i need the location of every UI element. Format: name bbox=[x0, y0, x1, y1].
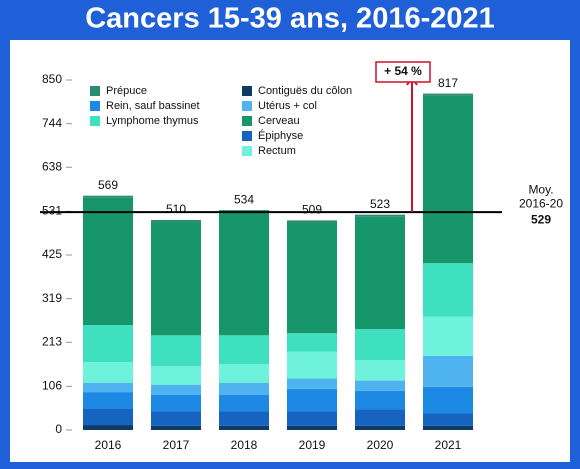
x-tick-label: 2016 bbox=[95, 438, 122, 452]
bar-segment bbox=[423, 425, 473, 430]
y-tick-label: 638 bbox=[42, 159, 62, 173]
bar-segment bbox=[423, 316, 473, 356]
y-tick-label: 425 bbox=[42, 247, 62, 261]
legend-swatch bbox=[242, 101, 252, 111]
bar-segment bbox=[219, 364, 269, 383]
mean-label: Moy. bbox=[528, 182, 553, 196]
bar-segment bbox=[151, 222, 201, 336]
mean-value: 529 bbox=[531, 212, 551, 226]
bar-segment bbox=[287, 378, 337, 389]
bar-segment bbox=[83, 425, 133, 430]
bar-segment bbox=[355, 390, 405, 410]
bar-segment bbox=[83, 408, 133, 426]
bar-segment bbox=[355, 380, 405, 391]
y-tick-label: 850 bbox=[42, 72, 62, 86]
legend-label: Épiphyse bbox=[258, 129, 303, 142]
bar-segment bbox=[83, 382, 133, 393]
legend-label: Cerveau bbox=[258, 115, 300, 127]
bar-segment bbox=[151, 395, 201, 412]
bar-segment bbox=[83, 197, 133, 325]
bar-segment bbox=[423, 355, 473, 387]
x-tick-label: 2021 bbox=[435, 438, 462, 452]
bar-segment bbox=[423, 413, 473, 426]
legend-label: Prépuce bbox=[106, 85, 147, 97]
total-label: 509 bbox=[302, 203, 322, 217]
bar-segment bbox=[151, 425, 201, 430]
x-tick-label: 2018 bbox=[231, 438, 258, 452]
bar-segment bbox=[219, 335, 269, 365]
legend-swatch bbox=[90, 101, 100, 111]
legend-label: Contiguës du côlon bbox=[258, 85, 352, 97]
bar-segment bbox=[355, 216, 405, 330]
legend-label: Rein, sauf bassinet bbox=[106, 100, 200, 112]
bar-segment bbox=[287, 351, 337, 379]
x-tick-label: 2020 bbox=[367, 438, 394, 452]
bar-segment bbox=[219, 210, 269, 213]
y-tick-label: 319 bbox=[42, 291, 62, 305]
bar-segment bbox=[219, 212, 269, 336]
bar-segment bbox=[355, 329, 405, 360]
x-tick-label: 2017 bbox=[163, 438, 190, 452]
bar-segment bbox=[355, 409, 405, 426]
legend-label: Rectum bbox=[258, 145, 296, 157]
bar-segment bbox=[355, 214, 405, 217]
bar-segment bbox=[423, 95, 473, 264]
bar-segment bbox=[83, 195, 133, 198]
bar-segment bbox=[355, 360, 405, 381]
bar-segment bbox=[151, 411, 201, 426]
legend-label: Utérus + col bbox=[258, 100, 317, 112]
bar-segment bbox=[219, 411, 269, 426]
bar-segment bbox=[355, 425, 405, 430]
x-tick-label: 2019 bbox=[299, 438, 326, 452]
y-tick-label: 531 bbox=[42, 204, 62, 218]
bar-segment bbox=[287, 222, 337, 334]
total-label: 510 bbox=[166, 202, 186, 216]
total-label: 523 bbox=[370, 197, 390, 211]
y-tick-label: 0 bbox=[55, 422, 62, 436]
bar-segment bbox=[287, 220, 337, 223]
y-tick-label: 213 bbox=[42, 334, 62, 348]
total-label: 817 bbox=[438, 76, 458, 90]
mean-label: 2016-20 bbox=[519, 196, 563, 210]
bar-segment bbox=[423, 386, 473, 414]
legend-swatch bbox=[242, 131, 252, 141]
legend-swatch bbox=[242, 146, 252, 156]
bar-segment bbox=[219, 382, 269, 395]
legend-swatch bbox=[90, 116, 100, 126]
bar-segment bbox=[151, 384, 201, 395]
bar-segment bbox=[219, 395, 269, 412]
bar-segment bbox=[83, 325, 133, 363]
bar-segment bbox=[287, 425, 337, 430]
bar-segment bbox=[151, 335, 201, 367]
bar-segment bbox=[287, 411, 337, 426]
total-label: 569 bbox=[98, 178, 118, 192]
legend-swatch bbox=[90, 86, 100, 96]
bar-segment bbox=[151, 220, 201, 223]
legend-swatch bbox=[242, 116, 252, 126]
annotation-box bbox=[375, 61, 431, 83]
bar-segment bbox=[423, 93, 473, 96]
bar-segment bbox=[83, 392, 133, 409]
bar-segment bbox=[287, 388, 337, 412]
legend-label: Lymphome thymus bbox=[106, 115, 199, 127]
annotation: + 54 % bbox=[384, 64, 422, 78]
y-tick-label: 106 bbox=[42, 379, 62, 393]
y-tick-label: 744 bbox=[42, 116, 62, 130]
bar-segment bbox=[287, 333, 337, 352]
total-label: 534 bbox=[234, 192, 254, 206]
legend-swatch bbox=[242, 86, 252, 96]
chart-title: Cancers 15-39 ans, 2016-2021 bbox=[85, 3, 495, 35]
bar-segment bbox=[151, 366, 201, 385]
bar-segment bbox=[423, 263, 473, 317]
bar-segment bbox=[83, 362, 133, 383]
bar-segment bbox=[219, 425, 269, 430]
